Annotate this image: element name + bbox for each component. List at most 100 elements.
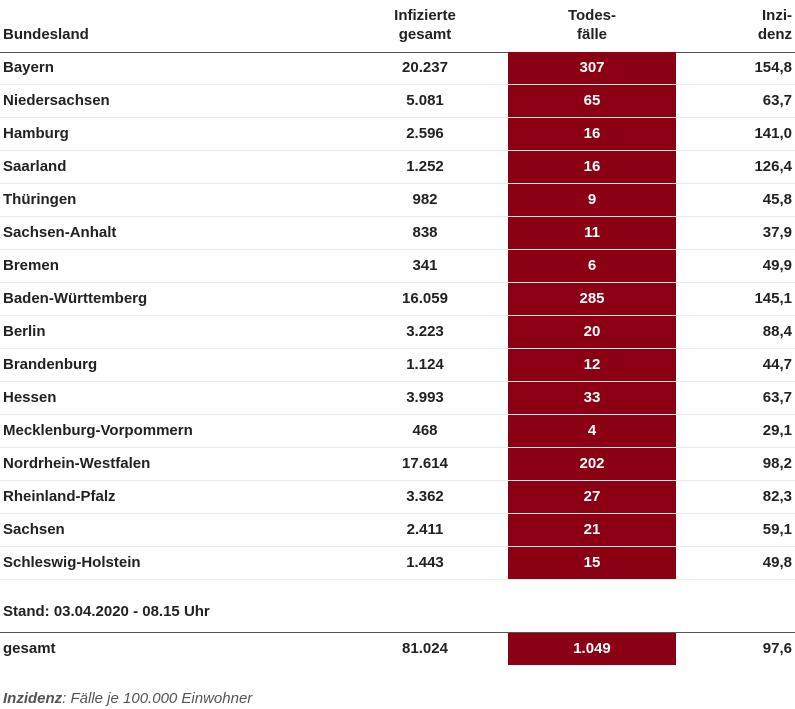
state-name: Brandenburg	[3, 356, 98, 373]
infected-count: 1.443	[406, 554, 444, 571]
table-row: Schleswig-Holstein 1.443 15 49,8	[0, 547, 795, 580]
death-count: 15	[583, 554, 601, 571]
death-count: 9	[587, 191, 597, 208]
death-count: 65	[583, 92, 601, 109]
infected-count: 3.362	[406, 488, 444, 505]
total-infected: 81.024	[402, 640, 448, 657]
total-label: gesamt	[3, 640, 56, 657]
death-count: 16	[583, 125, 601, 142]
death-count: 6	[587, 257, 597, 274]
incidence-value: 145,1	[754, 290, 792, 307]
state-name: Sachsen-Anhalt	[3, 224, 117, 241]
incidence-value: 59,1	[762, 521, 792, 538]
death-count: 11	[584, 224, 600, 241]
state-name: Rheinland-Pfalz	[3, 488, 116, 505]
table-row: Berlin 3.223 20 88,4	[0, 316, 795, 349]
table-row: Bayern 20.237 307 154,8	[0, 52, 795, 85]
incidence-value: 29,1	[762, 422, 792, 439]
state-name: Saarland	[3, 158, 67, 175]
table-row: Baden-Württemberg 16.059 285 145,1	[0, 283, 795, 316]
incidence-note: Inzidenz: Fälle je 100.000 Einwohner	[3, 690, 252, 707]
header-todes-line2: fälle	[576, 26, 607, 43]
state-name: Nordrhein-Westfalen	[3, 455, 151, 472]
death-count: 12	[583, 356, 601, 373]
death-count: 4	[587, 422, 597, 439]
state-name: Baden-Württemberg	[3, 290, 148, 307]
death-count: 202	[579, 455, 605, 472]
note-term: Inzidenz	[3, 690, 63, 707]
infected-count: 17.614	[402, 455, 448, 472]
infected-count: 1.124	[406, 356, 444, 373]
note-text: : Fälle je 100.000 Einwohner	[62, 690, 253, 707]
state-name: Thüringen	[3, 191, 77, 208]
table-row: Nordrhein-Westfalen 17.614 202 98,2	[0, 448, 795, 481]
death-count: 285	[579, 290, 605, 307]
death-count: 21	[583, 521, 601, 538]
state-name: Hamburg	[3, 125, 69, 142]
incidence-value: 154,8	[754, 59, 792, 76]
infected-count: 1.252	[406, 158, 444, 175]
infected-count: 838	[412, 224, 438, 241]
infected-count: 982	[412, 191, 438, 208]
table-row: Brandenburg 1.124 12 44,7	[0, 349, 795, 382]
header-todes-line1: Todes-	[567, 7, 617, 24]
total-deaths: 1.049	[508, 633, 676, 665]
table-row: Hamburg 2.596 16 141,0	[0, 118, 795, 151]
table-body: Bayern 20.237 307 154,8 Niedersachsen 5.081 65…	[0, 52, 795, 580]
death-count: 307	[579, 59, 605, 76]
table-row: Thüringen 982 9 45,8	[0, 184, 795, 217]
header-infizierte-line1: Infizierte	[394, 7, 456, 24]
infected-count: 3.223	[406, 323, 444, 340]
total-incidence: 97,6	[762, 640, 792, 657]
header-bundesland: Bundesland	[3, 26, 89, 43]
table-row: Niedersachsen 5.081 65 63,7	[0, 85, 795, 118]
state-name: Bayern	[3, 59, 54, 76]
incidence-value: 126,4	[754, 158, 792, 175]
incidence-value: 141,0	[754, 125, 792, 142]
table-row: Mecklenburg-Vorpommern 468 4 29,1	[0, 415, 795, 448]
state-name: Niedersachsen	[3, 92, 110, 109]
incidence-value: 45,8	[762, 191, 792, 208]
table-row: Bremen 341 6 49,9	[0, 250, 795, 283]
incidence-value: 63,7	[762, 92, 792, 109]
state-name: Hessen	[3, 389, 57, 406]
infected-count: 5.081	[406, 92, 444, 109]
table-row: Sachsen-Anhalt 838 11 37,9	[0, 217, 795, 250]
infected-count: 3.993	[406, 389, 444, 406]
infected-count: 2.411	[406, 521, 444, 538]
incidence-value: 49,8	[762, 554, 792, 571]
incidence-value: 63,7	[762, 389, 792, 406]
header-inzidenz-line1: Inzi-	[762, 7, 792, 24]
death-count: 20	[583, 323, 601, 340]
table-row: Sachsen 2.411 21 59,1	[0, 514, 795, 547]
state-name: Sachsen	[3, 521, 65, 538]
table-row: Saarland 1.252 16 126,4	[0, 151, 795, 184]
death-count: 33	[583, 389, 601, 406]
infected-count: 20.237	[402, 59, 448, 76]
infected-count: 468	[412, 422, 438, 439]
table-header: Bundesland Infizierte gesamt Todes- fäll…	[0, 0, 795, 53]
state-name: Berlin	[3, 323, 46, 340]
state-name: Bremen	[3, 257, 59, 274]
infected-count: 16.059	[402, 290, 448, 307]
state-name: Schleswig-Holstein	[3, 554, 141, 571]
state-name: Mecklenburg-Vorpommern	[3, 422, 193, 439]
table-row: Rheinland-Pfalz 3.362 27 82,3	[0, 481, 795, 514]
table-row: Hessen 3.993 33 63,7	[0, 382, 795, 415]
header-infizierte-line2: gesamt	[398, 26, 452, 43]
incidence-value: 49,9	[762, 257, 792, 274]
header-todesfaelle: Todes- fälle	[508, 6, 676, 44]
total-row: gesamt 81.024 1.049 97,6	[0, 632, 795, 666]
incidence-value: 44,7	[762, 356, 792, 373]
header-infizierte: Infizierte gesamt	[380, 6, 470, 44]
incidence-value: 82,3	[762, 488, 792, 505]
header-inzidenz-line2: denz	[757, 26, 792, 43]
death-count: 27	[583, 488, 601, 505]
stand-timestamp: Stand: 03.04.2020 - 08.15 Uhr	[3, 603, 210, 620]
infected-count: 341	[412, 257, 438, 274]
header-inzidenz: Inzi- denz	[712, 6, 792, 44]
infected-count: 2.596	[406, 125, 444, 142]
incidence-value: 98,2	[762, 455, 792, 472]
death-count: 16	[583, 158, 601, 175]
incidence-value: 88,4	[762, 323, 792, 340]
